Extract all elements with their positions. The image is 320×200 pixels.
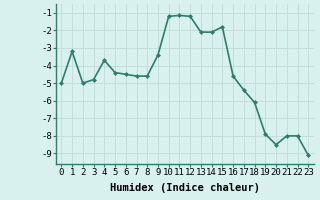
X-axis label: Humidex (Indice chaleur): Humidex (Indice chaleur): [110, 183, 260, 193]
